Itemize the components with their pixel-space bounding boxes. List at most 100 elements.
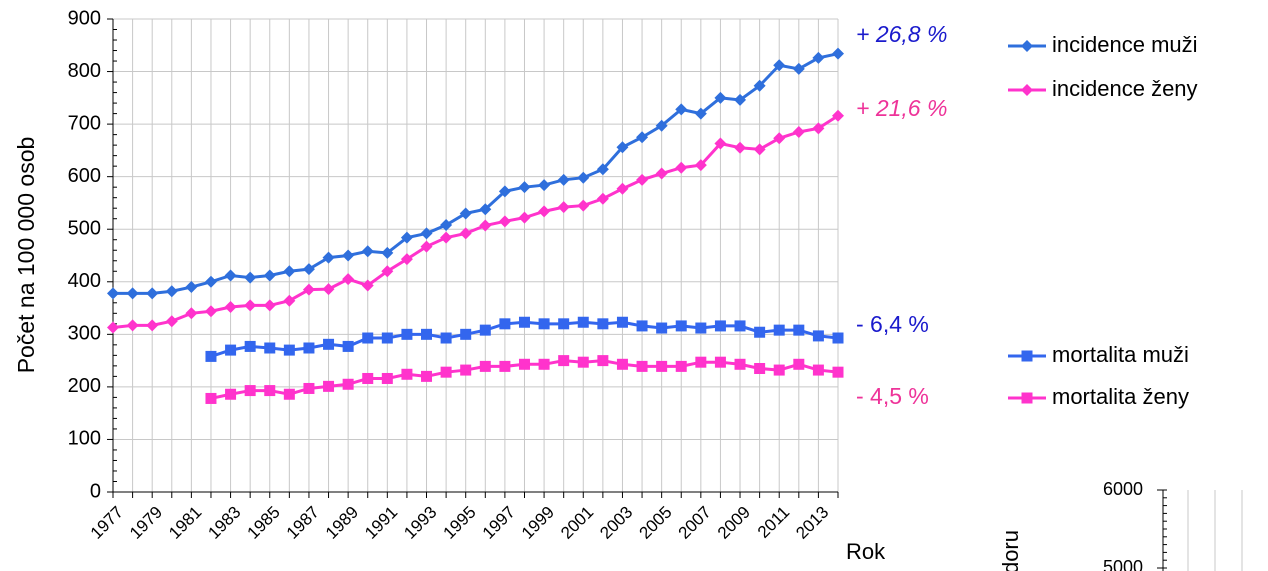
point <box>244 340 256 352</box>
point <box>538 318 550 330</box>
point <box>1021 40 1033 52</box>
point <box>264 342 276 354</box>
x-tick-label: 1979 <box>126 503 166 543</box>
point <box>538 358 550 370</box>
point <box>616 316 628 328</box>
x-tick-label: 1983 <box>204 503 244 543</box>
point <box>793 358 805 370</box>
point <box>832 109 844 122</box>
point <box>499 360 511 372</box>
x-tick-label: 2013 <box>792 503 832 543</box>
x-tick-label: 1993 <box>400 503 440 543</box>
y-axis-label: Počet na 100 000 osob <box>13 137 39 374</box>
point <box>361 245 374 258</box>
point <box>460 328 472 340</box>
point <box>244 385 256 397</box>
point <box>107 287 119 300</box>
point <box>616 141 629 154</box>
point <box>283 388 295 400</box>
point <box>362 372 374 384</box>
annotation: + 26,8 % <box>856 21 947 47</box>
point <box>440 219 453 232</box>
x-tick-label: 2005 <box>635 503 675 543</box>
point <box>420 227 433 240</box>
point <box>479 324 491 336</box>
point <box>421 370 433 382</box>
y-tick-label: 400 <box>68 270 101 292</box>
point <box>577 356 589 368</box>
legend-label: incidence muži <box>1052 32 1198 57</box>
y-tick-label: 600 <box>68 165 101 187</box>
x-axis-label: Rok <box>846 539 886 564</box>
point <box>714 356 726 368</box>
legend-label: incidence ženy <box>1052 76 1198 101</box>
point <box>754 362 766 374</box>
point <box>655 167 668 180</box>
point <box>460 364 472 376</box>
point <box>734 141 747 154</box>
point <box>675 360 687 372</box>
point <box>1021 84 1033 96</box>
point <box>126 287 139 300</box>
point <box>694 159 707 172</box>
x-tick-label: 1997 <box>479 503 519 543</box>
point <box>656 360 668 372</box>
point <box>225 344 237 356</box>
point <box>459 207 472 220</box>
point <box>832 47 844 60</box>
point <box>832 366 844 378</box>
y-tick-label: 0 <box>90 480 101 502</box>
point <box>498 215 511 228</box>
point <box>793 324 805 336</box>
point <box>283 265 296 278</box>
x-tick-label: 2009 <box>714 503 754 543</box>
point <box>753 79 766 92</box>
point <box>322 251 335 264</box>
point <box>440 366 452 378</box>
point <box>812 364 824 376</box>
point <box>126 319 139 332</box>
point <box>381 332 393 344</box>
x-tick-label: 1985 <box>244 503 284 543</box>
point <box>518 316 530 328</box>
point <box>420 240 433 253</box>
point <box>792 125 805 138</box>
x-tick-label: 1995 <box>440 503 480 543</box>
point <box>792 62 805 75</box>
annotation: - 6,4 % <box>856 311 929 337</box>
point <box>557 201 570 214</box>
point <box>596 163 609 176</box>
y-tick-label: 300 <box>68 323 101 345</box>
point <box>597 355 609 367</box>
point <box>146 319 159 332</box>
point <box>263 299 276 312</box>
point <box>205 350 217 362</box>
point <box>538 205 551 218</box>
point <box>459 227 472 240</box>
y-tick-label: 100 <box>68 428 101 450</box>
point <box>694 107 707 120</box>
point <box>734 93 747 106</box>
point <box>558 318 570 330</box>
point <box>107 321 119 334</box>
point <box>342 249 355 262</box>
point <box>342 378 354 390</box>
point <box>636 173 649 186</box>
point <box>303 342 315 354</box>
point <box>244 299 257 312</box>
point <box>421 328 433 340</box>
y-tick-label: 6000 <box>1103 479 1143 499</box>
point <box>204 275 217 288</box>
point <box>636 360 648 372</box>
x-tick-label: 2003 <box>596 503 636 543</box>
point <box>675 161 688 174</box>
x-tick-label: 1987 <box>283 503 323 543</box>
point <box>303 382 315 394</box>
point <box>734 320 746 332</box>
series-line <box>112 114 839 329</box>
point <box>440 332 452 344</box>
legend-label: mortalita muži <box>1052 342 1189 367</box>
point <box>499 318 511 330</box>
point <box>577 316 589 328</box>
